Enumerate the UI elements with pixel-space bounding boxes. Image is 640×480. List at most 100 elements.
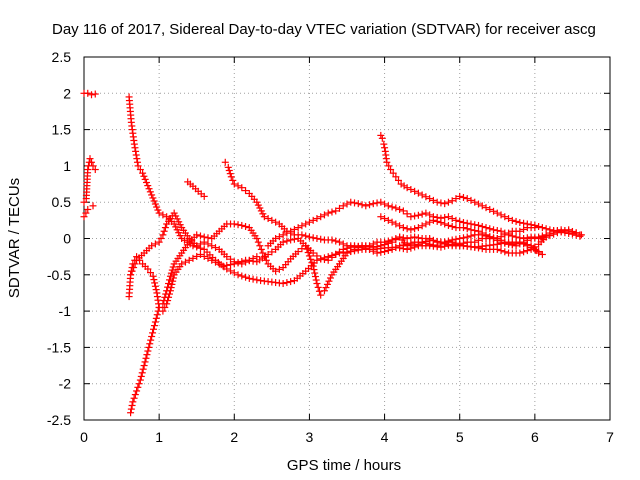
data-point (520, 225, 528, 233)
data-point (204, 254, 212, 262)
data-point (144, 182, 152, 190)
data-point (482, 224, 490, 232)
data-point (153, 311, 161, 319)
data-point (362, 244, 370, 252)
data-point (262, 256, 270, 264)
data-point (414, 189, 422, 197)
data-point (134, 162, 142, 170)
data-point (165, 280, 173, 288)
data-point (490, 235, 498, 242)
data-point (185, 256, 193, 264)
data-point (471, 198, 479, 206)
data-point (516, 240, 524, 248)
data-point (429, 216, 437, 224)
data-point (249, 275, 257, 283)
data-point (302, 232, 310, 240)
data-point (84, 89, 92, 97)
data-point (403, 240, 411, 248)
data-point (149, 272, 157, 280)
data-point (142, 354, 150, 362)
data-point (505, 240, 513, 248)
data-point (212, 258, 219, 266)
data-point (394, 176, 402, 184)
y-tick-label: -2.5 (47, 412, 71, 428)
data-point (452, 235, 460, 243)
data-point (384, 216, 392, 224)
data-point (230, 269, 238, 277)
data-point (208, 242, 216, 250)
data-point (155, 303, 163, 311)
data-point (264, 250, 272, 258)
data-point (283, 279, 291, 287)
data-point (505, 231, 513, 239)
data-point (516, 249, 524, 257)
data-point (531, 245, 539, 253)
data-point (478, 202, 486, 210)
y-axis-label: SDTVAR / TECUs (6, 178, 23, 298)
data-point (317, 255, 325, 263)
data-point (426, 218, 434, 226)
data-point (422, 239, 430, 247)
data-point (369, 200, 377, 208)
data-point (134, 383, 142, 391)
data-point (399, 224, 407, 232)
data-point (478, 229, 486, 237)
data-point (459, 234, 467, 242)
data-point (523, 236, 531, 244)
data-point (133, 387, 141, 395)
data-point (229, 176, 237, 184)
axis-ticks (83, 56, 611, 421)
data-point (257, 245, 265, 253)
data-point (389, 169, 397, 177)
data-point (456, 217, 464, 225)
data-point (441, 220, 449, 228)
data-point (91, 90, 99, 98)
data-point (508, 216, 516, 224)
data-point (242, 187, 250, 195)
data-point (320, 287, 328, 295)
data-point (311, 269, 319, 277)
data-point (366, 245, 374, 253)
data-point (224, 163, 232, 171)
data-point (230, 220, 238, 228)
data-point (418, 191, 426, 199)
data-point (196, 240, 204, 248)
data-point (254, 238, 262, 246)
data-point (448, 197, 456, 205)
data-point (313, 280, 321, 288)
data-point (444, 198, 452, 206)
data-point (163, 287, 171, 295)
data-point (238, 221, 246, 229)
data-point (384, 237, 392, 245)
data-point (142, 178, 150, 186)
data-point (130, 140, 138, 148)
data-point (275, 233, 283, 241)
data-point (437, 199, 445, 207)
data-point (426, 211, 434, 219)
data-point (275, 265, 283, 273)
data-point (576, 232, 584, 240)
data-point (444, 237, 452, 245)
data-point (168, 266, 176, 274)
data-point (516, 219, 524, 227)
data-point (418, 238, 426, 246)
data-point (520, 238, 528, 246)
data-point (542, 231, 550, 239)
data-point (131, 144, 139, 152)
data-point (384, 246, 392, 254)
data-point (369, 247, 377, 255)
data-point (414, 224, 422, 232)
data-point (411, 187, 419, 195)
data-point (501, 229, 509, 237)
data-point (418, 222, 426, 230)
data-point (426, 240, 434, 248)
data-point (298, 222, 306, 230)
data-point (497, 227, 505, 235)
data-point (471, 227, 479, 235)
data-point (127, 409, 135, 417)
data-point (328, 208, 336, 216)
data-point (128, 401, 136, 409)
data-point (538, 224, 546, 232)
data-point (152, 286, 160, 294)
